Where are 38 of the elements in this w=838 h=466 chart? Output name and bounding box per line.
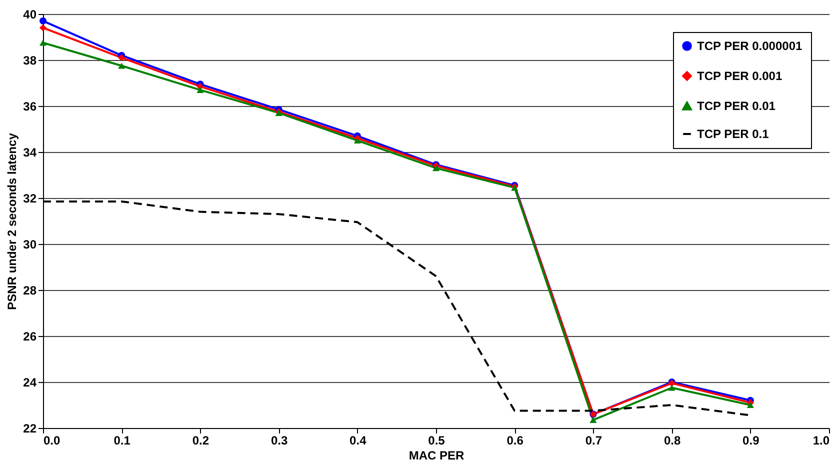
y-tick-label: 24 [23, 376, 37, 390]
y-tick-label: 38 [23, 54, 37, 68]
point [354, 137, 361, 144]
legend-label: TCP PER 0.01 [697, 99, 776, 113]
point [39, 17, 47, 24]
y-tick-label: 28 [23, 284, 37, 298]
y-axis-title: PSNR under 2 seconds latency [5, 132, 20, 310]
y-tick-label: 30 [23, 238, 37, 252]
point [668, 384, 676, 391]
y-tick-label: 22 [23, 422, 37, 436]
y-tick-label: 36 [23, 100, 37, 114]
legend-label: TCP PER 0.1 [697, 127, 770, 141]
x-tick-label: 0.0 [44, 434, 61, 448]
x-tick-label: 0.9 [742, 434, 760, 448]
legend-label: TCP PER 0.000001 [697, 39, 802, 53]
x-axis-title: MAC PER [408, 448, 464, 462]
point [746, 402, 754, 408]
y-tick-label: 32 [23, 192, 37, 206]
y-tick-label: 34 [23, 146, 37, 160]
x-tick-label: 1.0 [812, 434, 830, 448]
x-tick-label: 0.6 [506, 434, 524, 448]
x-tick-label: 0.5 [428, 434, 446, 448]
x-tick-label: 0.4 [350, 434, 367, 448]
point [196, 86, 204, 93]
point [590, 416, 597, 424]
point [432, 165, 440, 172]
point [39, 40, 47, 46]
x-tick-label: 0.2 [192, 434, 210, 448]
legend-label: TCP PER 0.001 [697, 69, 782, 83]
point [39, 24, 47, 32]
x-tick-label: 0.3 [270, 434, 288, 448]
point [118, 54, 126, 62]
x-tick-label: 0.1 [114, 434, 131, 448]
y-tick-label: 40 [23, 8, 37, 22]
point [118, 62, 126, 69]
y-tick-label: 26 [23, 330, 37, 344]
x-tick-label: 0.8 [664, 434, 681, 448]
x-tick-label: 0.7 [585, 434, 602, 448]
